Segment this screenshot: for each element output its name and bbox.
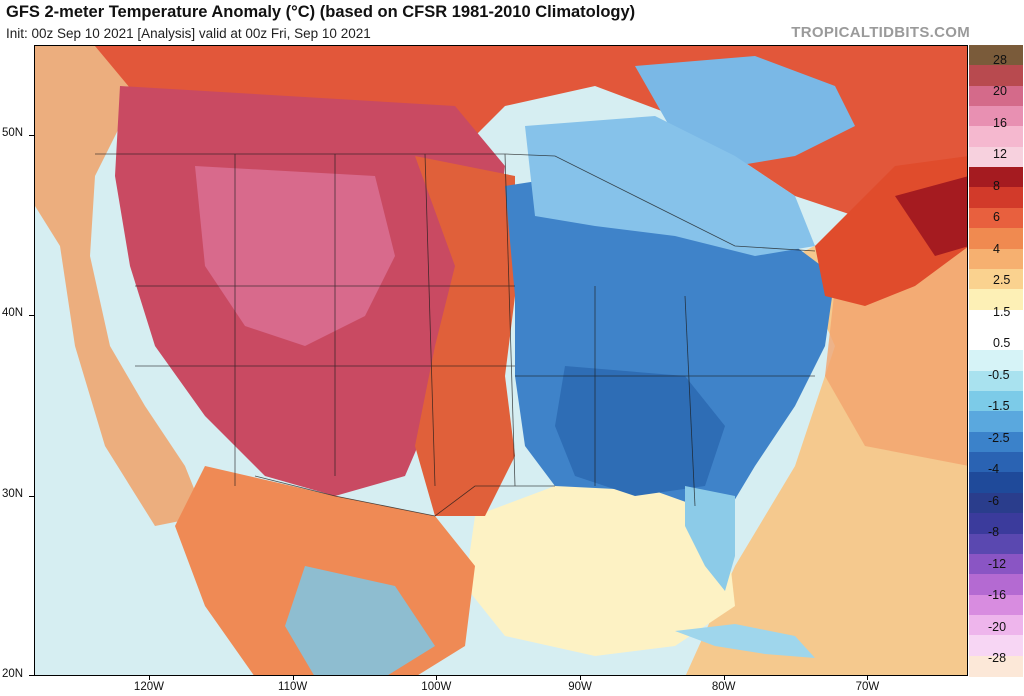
colorbar-cell [969,228,1023,250]
latitude-tick [29,495,34,497]
map-panel [34,45,968,676]
colorbar-cell [969,350,1023,372]
colorbar-cell [969,126,1023,148]
latitude-label: 20N [2,668,24,680]
colorbar-cell [969,207,1023,229]
colorbar [969,45,1023,677]
colorbar-cell [969,167,1023,189]
colorbar-label: -6 [988,493,1000,508]
plains-warm-anomaly [415,156,515,516]
southeast-cold-anomaly [555,366,725,496]
colorbar-cell [969,492,1023,514]
colorbar-label: 1.5 [993,304,1011,319]
colorbar-cell [969,106,1023,128]
colorbar-label: -20 [988,619,1007,634]
pacific-coastal-warm-band [35,46,205,526]
colorbar-cell [969,370,1023,392]
florida-cool-anomaly [685,486,735,591]
longitude-label: 70W [855,681,880,693]
longitude-label: 90W [568,681,592,693]
colorbar-label: 2.5 [993,273,1011,288]
colorbar-cell [969,431,1023,453]
boundary-lines [95,153,816,517]
longitude-tick [148,676,150,680]
longitude-label: 120W [133,681,164,693]
colorbar-cell [969,65,1023,87]
colorbar-cell [969,146,1023,168]
latitude-label: 40N [2,307,24,320]
longitude-tick [292,676,294,680]
colorbar-label: 8 [993,178,1000,193]
latitude-label: 50N [2,127,24,140]
mexico-cool-pocket [285,566,435,675]
colorbar-cell [969,614,1023,636]
colorbar-cell [969,329,1023,351]
colorbar-label: 16 [993,115,1007,130]
brand-watermark: TROPICALTIDBITS.COM [791,24,970,41]
latitude-label: 30N [2,487,24,500]
colorbar-label: -0.5 [988,367,1010,382]
colorbar-cell [969,594,1023,616]
longitude-tick [867,676,869,680]
colorbar-label: -4 [988,462,1000,477]
colorbar-cell [969,472,1023,494]
latitude-tick [29,675,34,676]
colorbar-label: 20 [993,84,1007,99]
colorbar-cell [969,289,1023,311]
colorbar-cell [969,553,1023,575]
colorbar-label: -16 [988,588,1007,603]
great-basin-strong-warm-anomaly [195,166,395,346]
colorbar-label: -2.5 [988,430,1010,445]
longitude-label: 80W [711,681,736,693]
colorbar-label: 4 [993,241,1000,256]
colorbar-cell [969,635,1023,657]
longitude-label: 100W [421,681,452,693]
latitude-tick [29,135,34,137]
colorbar-cell [969,411,1023,433]
colorbar-cell [969,452,1023,474]
map-title: GFS 2-meter Temperature Anomaly (°C) (ba… [6,3,636,21]
colorbar-cell [969,187,1023,209]
latitude-tick [29,315,34,317]
colorbar-label: -1.5 [988,399,1010,414]
maritimes-strong-warm-anomaly [895,176,967,256]
colorbar-cell [969,85,1023,107]
colorbar-cell [969,574,1023,596]
colorbar-label: 28 [993,53,1007,67]
colorbar-cell [969,391,1023,412]
map-subtitle: Init: 00z Sep 10 2021 [Analysis] valid a… [6,26,371,41]
colorbar-label: 0.5 [993,336,1011,351]
longitude-tick [723,676,725,680]
colorbar-cell [969,45,1023,66]
colorbar-cell [969,309,1023,331]
colorbar-label: 6 [993,210,1000,225]
colorbar-label: 12 [993,147,1007,162]
cuba-cool-anomaly [675,624,815,658]
great-lakes-cool-anomaly [525,116,815,256]
colorbar-cell [969,513,1023,535]
colorbar-label: -28 [988,651,1007,665]
longitude-tick [580,676,582,680]
colorbar-cell [969,268,1023,290]
gulf-of-mexico-anomaly [465,486,735,656]
colorbar-label: -12 [988,556,1007,571]
anomaly-map [35,46,967,675]
colorbar-cell [969,533,1023,555]
colorbar-cell [969,655,1023,677]
longitude-label: 110W [278,681,308,693]
colorbar-cell [969,248,1023,270]
colorbar-label: -8 [988,525,1000,540]
longitude-tick [436,676,438,680]
